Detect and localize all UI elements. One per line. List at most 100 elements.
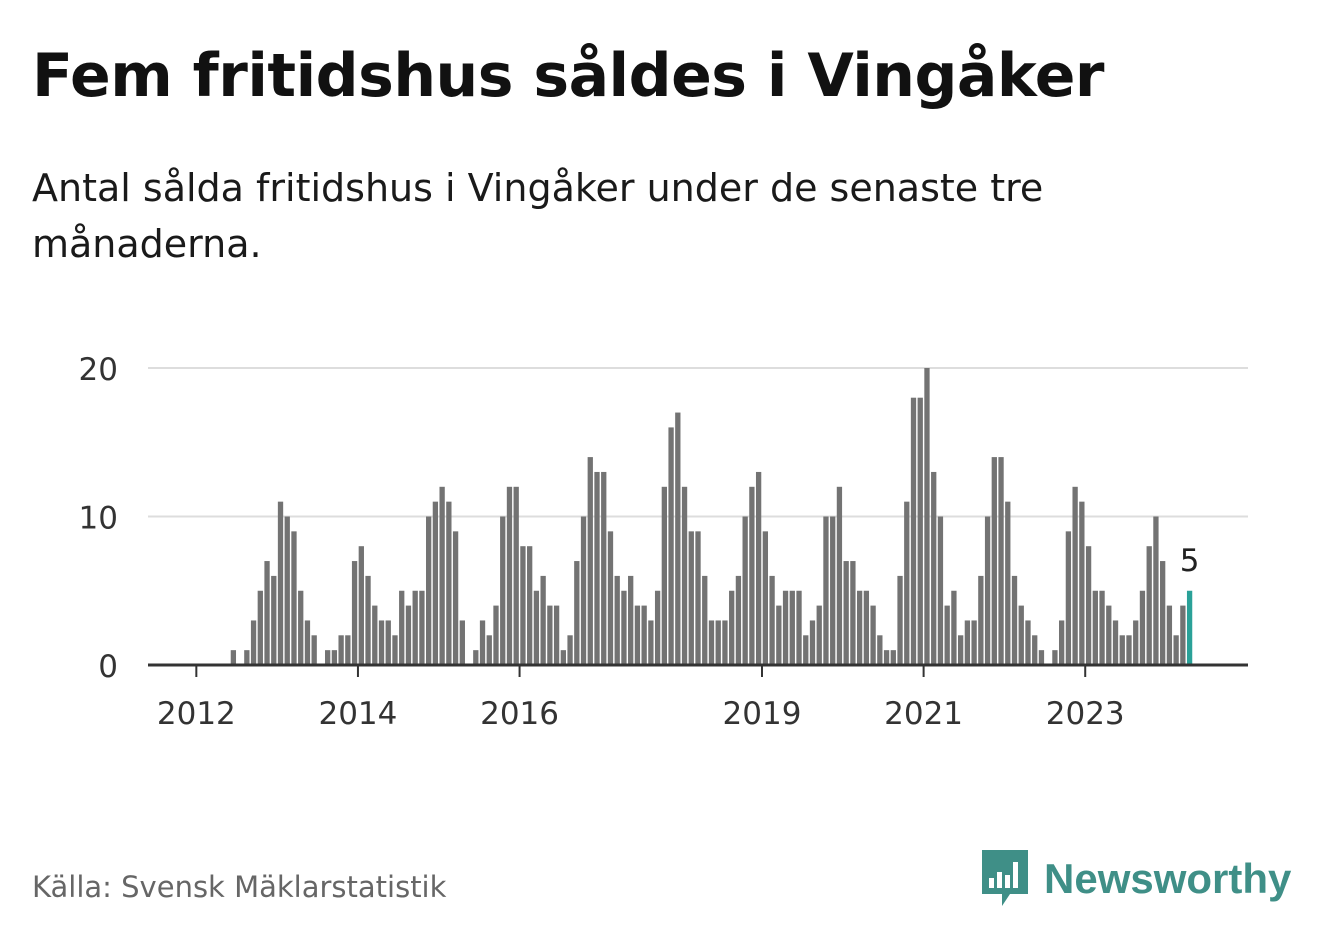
bar xyxy=(351,561,358,665)
bar xyxy=(749,486,755,665)
bar xyxy=(1160,561,1166,665)
y-tick-label: 0 xyxy=(98,649,118,685)
bar xyxy=(910,397,917,665)
bar xyxy=(654,590,661,665)
bar xyxy=(1005,501,1011,665)
x-tick-label: 2012 xyxy=(157,696,236,732)
bar xyxy=(681,486,688,665)
bar xyxy=(715,620,721,665)
bars xyxy=(230,368,1193,665)
bar xyxy=(675,412,681,665)
bar xyxy=(789,590,795,665)
bar xyxy=(883,650,890,665)
grid-lines xyxy=(148,367,1248,518)
bar xyxy=(830,516,836,665)
bar xyxy=(607,531,614,665)
bar xyxy=(695,531,701,665)
bar xyxy=(944,605,950,665)
bar xyxy=(250,620,257,665)
bar xyxy=(372,605,378,665)
bar xyxy=(311,635,317,665)
bar xyxy=(931,471,937,665)
bar xyxy=(459,620,465,665)
bar xyxy=(230,650,237,665)
x-tick-label: 2023 xyxy=(1046,696,1125,732)
bar xyxy=(1099,590,1105,665)
x-tick-label: 2021 xyxy=(884,696,963,732)
bar xyxy=(244,650,250,665)
bar xyxy=(776,605,782,665)
bar xyxy=(527,546,533,665)
bar xyxy=(998,457,1004,665)
bar xyxy=(338,635,344,665)
bar xyxy=(809,620,816,665)
bar xyxy=(264,561,270,665)
bar xyxy=(628,575,634,665)
bar xyxy=(257,590,263,665)
bar xyxy=(385,620,391,665)
y-tick-label: 10 xyxy=(79,501,118,537)
bar xyxy=(1173,635,1179,665)
bar xyxy=(803,635,809,665)
bar xyxy=(304,620,311,665)
bar xyxy=(405,605,412,665)
bar xyxy=(877,635,883,665)
bar xyxy=(1011,575,1018,665)
bar xyxy=(271,575,277,665)
bar xyxy=(1092,590,1098,665)
bar xyxy=(904,501,910,665)
bar xyxy=(1038,650,1045,665)
bar xyxy=(412,590,418,665)
bar xyxy=(567,635,573,665)
bar xyxy=(661,486,667,665)
bar xyxy=(473,650,479,665)
bar xyxy=(533,590,540,665)
bar xyxy=(1025,620,1031,665)
bar xyxy=(856,590,863,665)
bar xyxy=(1072,486,1078,665)
bar xyxy=(702,575,708,665)
bar xyxy=(1133,620,1139,665)
bar xyxy=(668,427,674,665)
bar xyxy=(984,516,991,665)
y-tick-label: 20 xyxy=(79,352,118,388)
chart-title: Fem fritidshus såldes i Vingåker xyxy=(32,41,1105,111)
x-tick-label: 2014 xyxy=(318,696,397,732)
bar xyxy=(1146,546,1152,665)
bar xyxy=(1126,635,1132,665)
bar xyxy=(722,620,728,665)
bar xyxy=(762,531,769,665)
bar xyxy=(587,457,593,665)
bar xyxy=(506,486,513,665)
bar xyxy=(1180,605,1186,665)
bar xyxy=(580,516,587,665)
newsworthy-icon xyxy=(982,850,1028,906)
bar xyxy=(890,650,896,665)
bar xyxy=(486,635,492,665)
bar xyxy=(345,635,351,665)
bar xyxy=(500,516,506,665)
bar xyxy=(843,561,849,665)
bar xyxy=(957,635,964,665)
bar xyxy=(1032,635,1038,665)
brand-logo: Newsworthy xyxy=(980,848,1291,910)
bar xyxy=(1119,635,1125,665)
bar xyxy=(951,590,957,665)
bar xyxy=(1112,620,1119,665)
bar xyxy=(291,531,297,665)
bar xyxy=(634,605,641,665)
bar xyxy=(863,590,870,665)
bar-latest xyxy=(1186,590,1193,665)
bar-chart: 0 10 20 2012 2014 2016 2019 2021 2023 5 xyxy=(79,352,1248,732)
bar xyxy=(1166,605,1173,665)
bar xyxy=(574,561,580,665)
bar xyxy=(870,605,876,665)
bar xyxy=(688,531,694,665)
bar xyxy=(708,620,715,665)
axes xyxy=(148,663,1248,677)
bar xyxy=(298,590,304,665)
last-value-label: 5 xyxy=(1180,543,1200,579)
bar xyxy=(392,635,398,665)
bar xyxy=(850,561,856,665)
bar xyxy=(426,516,432,665)
